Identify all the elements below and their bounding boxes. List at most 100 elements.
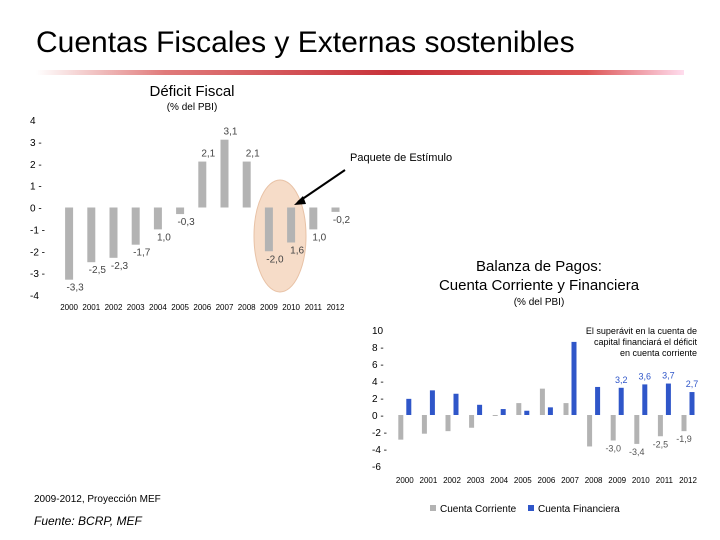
bop-y-tick: 10: [372, 326, 384, 337]
fiscal-bar: [287, 207, 296, 243]
bop-x-tick: 2012: [679, 476, 697, 485]
bop-note-line-3: en cuenta corriente: [620, 348, 697, 358]
fiscal-y-tick: 1 -: [30, 182, 42, 193]
fiscal-chart-subtitle: (% del PBI): [167, 102, 218, 113]
bop-value-label: 3,7: [662, 371, 675, 381]
fiscal-bar: [242, 161, 251, 208]
fiscal-bar: [131, 207, 140, 245]
bop-bar-cuenta-corriente: [657, 415, 663, 437]
bop-x-tick: 2005: [514, 476, 532, 485]
fiscal-value-label: 1,0: [157, 232, 171, 243]
stimulus-annotation: Paquete de Estímulo: [350, 152, 452, 164]
bop-bar-cuenta-financiera: [547, 407, 553, 415]
fiscal-x-tick: 2008: [238, 303, 256, 312]
fiscal-value-label: 1,0: [312, 232, 326, 243]
bop-bar-cuenta-corriente: [398, 415, 404, 440]
fiscal-y-tick: 0 -: [30, 204, 42, 215]
bop-bar-cuenta-corriente: [681, 415, 687, 432]
stimulus-arrowhead: [294, 196, 306, 205]
bop-bar-cuenta-corriente: [563, 403, 569, 415]
fiscal-bar: [331, 207, 340, 212]
bop-x-tick: 2008: [585, 476, 603, 485]
fiscal-y-tick: 4: [30, 116, 36, 127]
slide-title: Cuentas Fiscales y Externas sostenibles: [36, 26, 575, 59]
bop-x-tick: 2011: [656, 476, 674, 485]
bop-x-tick: 2007: [561, 476, 579, 485]
bop-chart-subtitle: (% del PBI): [514, 297, 565, 308]
bop-value-label: -3,0: [605, 444, 621, 454]
bop-y-tick: -6: [372, 462, 381, 473]
bop-value-label: -1,9: [676, 434, 692, 444]
bop-bar-cuenta-financiera: [500, 409, 506, 415]
fiscal-y-tick: -4: [30, 291, 39, 302]
fiscal-bar: [220, 139, 229, 208]
fiscal-y-tick: -1 -: [30, 225, 45, 236]
fiscal-value-label: 2,1: [246, 149, 260, 160]
fiscal-y-tick: -3 -: [30, 269, 45, 280]
bop-value-label: -3,4: [629, 447, 645, 457]
fiscal-bar: [109, 207, 118, 258]
bop-y-tick: 6 -: [372, 360, 384, 371]
fiscal-x-tick: 2002: [105, 303, 123, 312]
fiscal-chart-title: Déficit Fiscal: [149, 83, 234, 100]
fiscal-x-tick: 2011: [305, 303, 323, 312]
title-rule: [36, 70, 684, 75]
fiscal-bar: [309, 207, 318, 230]
legend-label: Cuenta Financiera: [538, 504, 620, 515]
bop-chart-title-2: Cuenta Corriente y Financiera: [439, 277, 640, 294]
source-note: Fuente: BCRP, MEF: [34, 514, 142, 528]
bop-x-tick: 2009: [608, 476, 626, 485]
fiscal-x-tick: 2006: [193, 303, 211, 312]
bop-value-label: -2,5: [653, 439, 669, 449]
fiscal-x-tick: 2012: [327, 303, 345, 312]
fiscal-x-tick: 2004: [149, 303, 167, 312]
fiscal-x-tick: 2003: [127, 303, 145, 312]
fiscal-y-tick: -2 -: [30, 247, 45, 258]
bop-x-tick: 2004: [490, 476, 508, 485]
fiscal-x-tick: 2009: [260, 303, 278, 312]
fiscal-x-tick: 2010: [282, 303, 300, 312]
fiscal-value-label: -2,0: [266, 254, 284, 265]
legend-swatch: [528, 505, 534, 511]
bop-x-tick: 2003: [467, 476, 485, 485]
bop-y-tick: 4 -: [372, 377, 384, 388]
bop-bar-cuenta-financiera: [595, 386, 601, 415]
bop-bar-cuenta-corriente: [516, 403, 522, 415]
stimulus-arrow: [297, 169, 346, 203]
fiscal-value-label: -2,3: [111, 261, 129, 272]
fiscal-x-tick: 2007: [216, 303, 234, 312]
fiscal-value-label: 1,6: [290, 246, 304, 257]
bop-bar-cuenta-financiera: [453, 393, 459, 415]
bop-bar-cuenta-financiera: [618, 387, 624, 415]
bop-bar-cuenta-financiera: [689, 392, 695, 415]
bop-chart-title: Balanza de Pagos:: [476, 258, 602, 275]
bop-note-line-2: capital financiará el déficit: [594, 337, 698, 347]
bop-y-tick: 8 -: [372, 343, 384, 354]
bop-bar-cuenta-corriente: [587, 415, 593, 447]
bop-bar-cuenta-corriente: [634, 415, 640, 444]
fiscal-x-tick: 2001: [82, 303, 100, 312]
bop-bar-cuenta-corriente: [421, 415, 427, 434]
bop-bar-cuenta-corriente: [469, 415, 475, 428]
fiscal-y-tick: 2 -: [30, 160, 42, 171]
legend-swatch: [430, 505, 436, 511]
fiscal-value-label: 3,1: [224, 127, 238, 138]
bop-bar-cuenta-financiera: [406, 398, 412, 415]
fiscal-value-label: 2,1: [201, 149, 215, 160]
stimulus-highlight: [253, 179, 307, 293]
bop-bar-cuenta-corriente: [492, 415, 498, 416]
fiscal-value-label: -3,3: [66, 283, 84, 294]
bop-bar-cuenta-financiera: [524, 410, 530, 415]
bop-y-tick: -4 -: [372, 445, 387, 456]
bop-x-tick: 2010: [632, 476, 650, 485]
fiscal-value-label: -1,7: [133, 248, 151, 259]
bop-bar-cuenta-corriente: [445, 415, 451, 432]
bop-bar-cuenta-corriente: [539, 388, 545, 415]
bop-bar-cuenta-financiera: [477, 404, 483, 415]
bop-bar-cuenta-financiera: [665, 383, 671, 415]
bop-bar-cuenta-corriente: [610, 415, 616, 441]
bop-x-tick: 2006: [538, 476, 556, 485]
bop-y-tick: 2 -: [372, 394, 384, 405]
legend-label: Cuenta Corriente: [440, 504, 517, 515]
